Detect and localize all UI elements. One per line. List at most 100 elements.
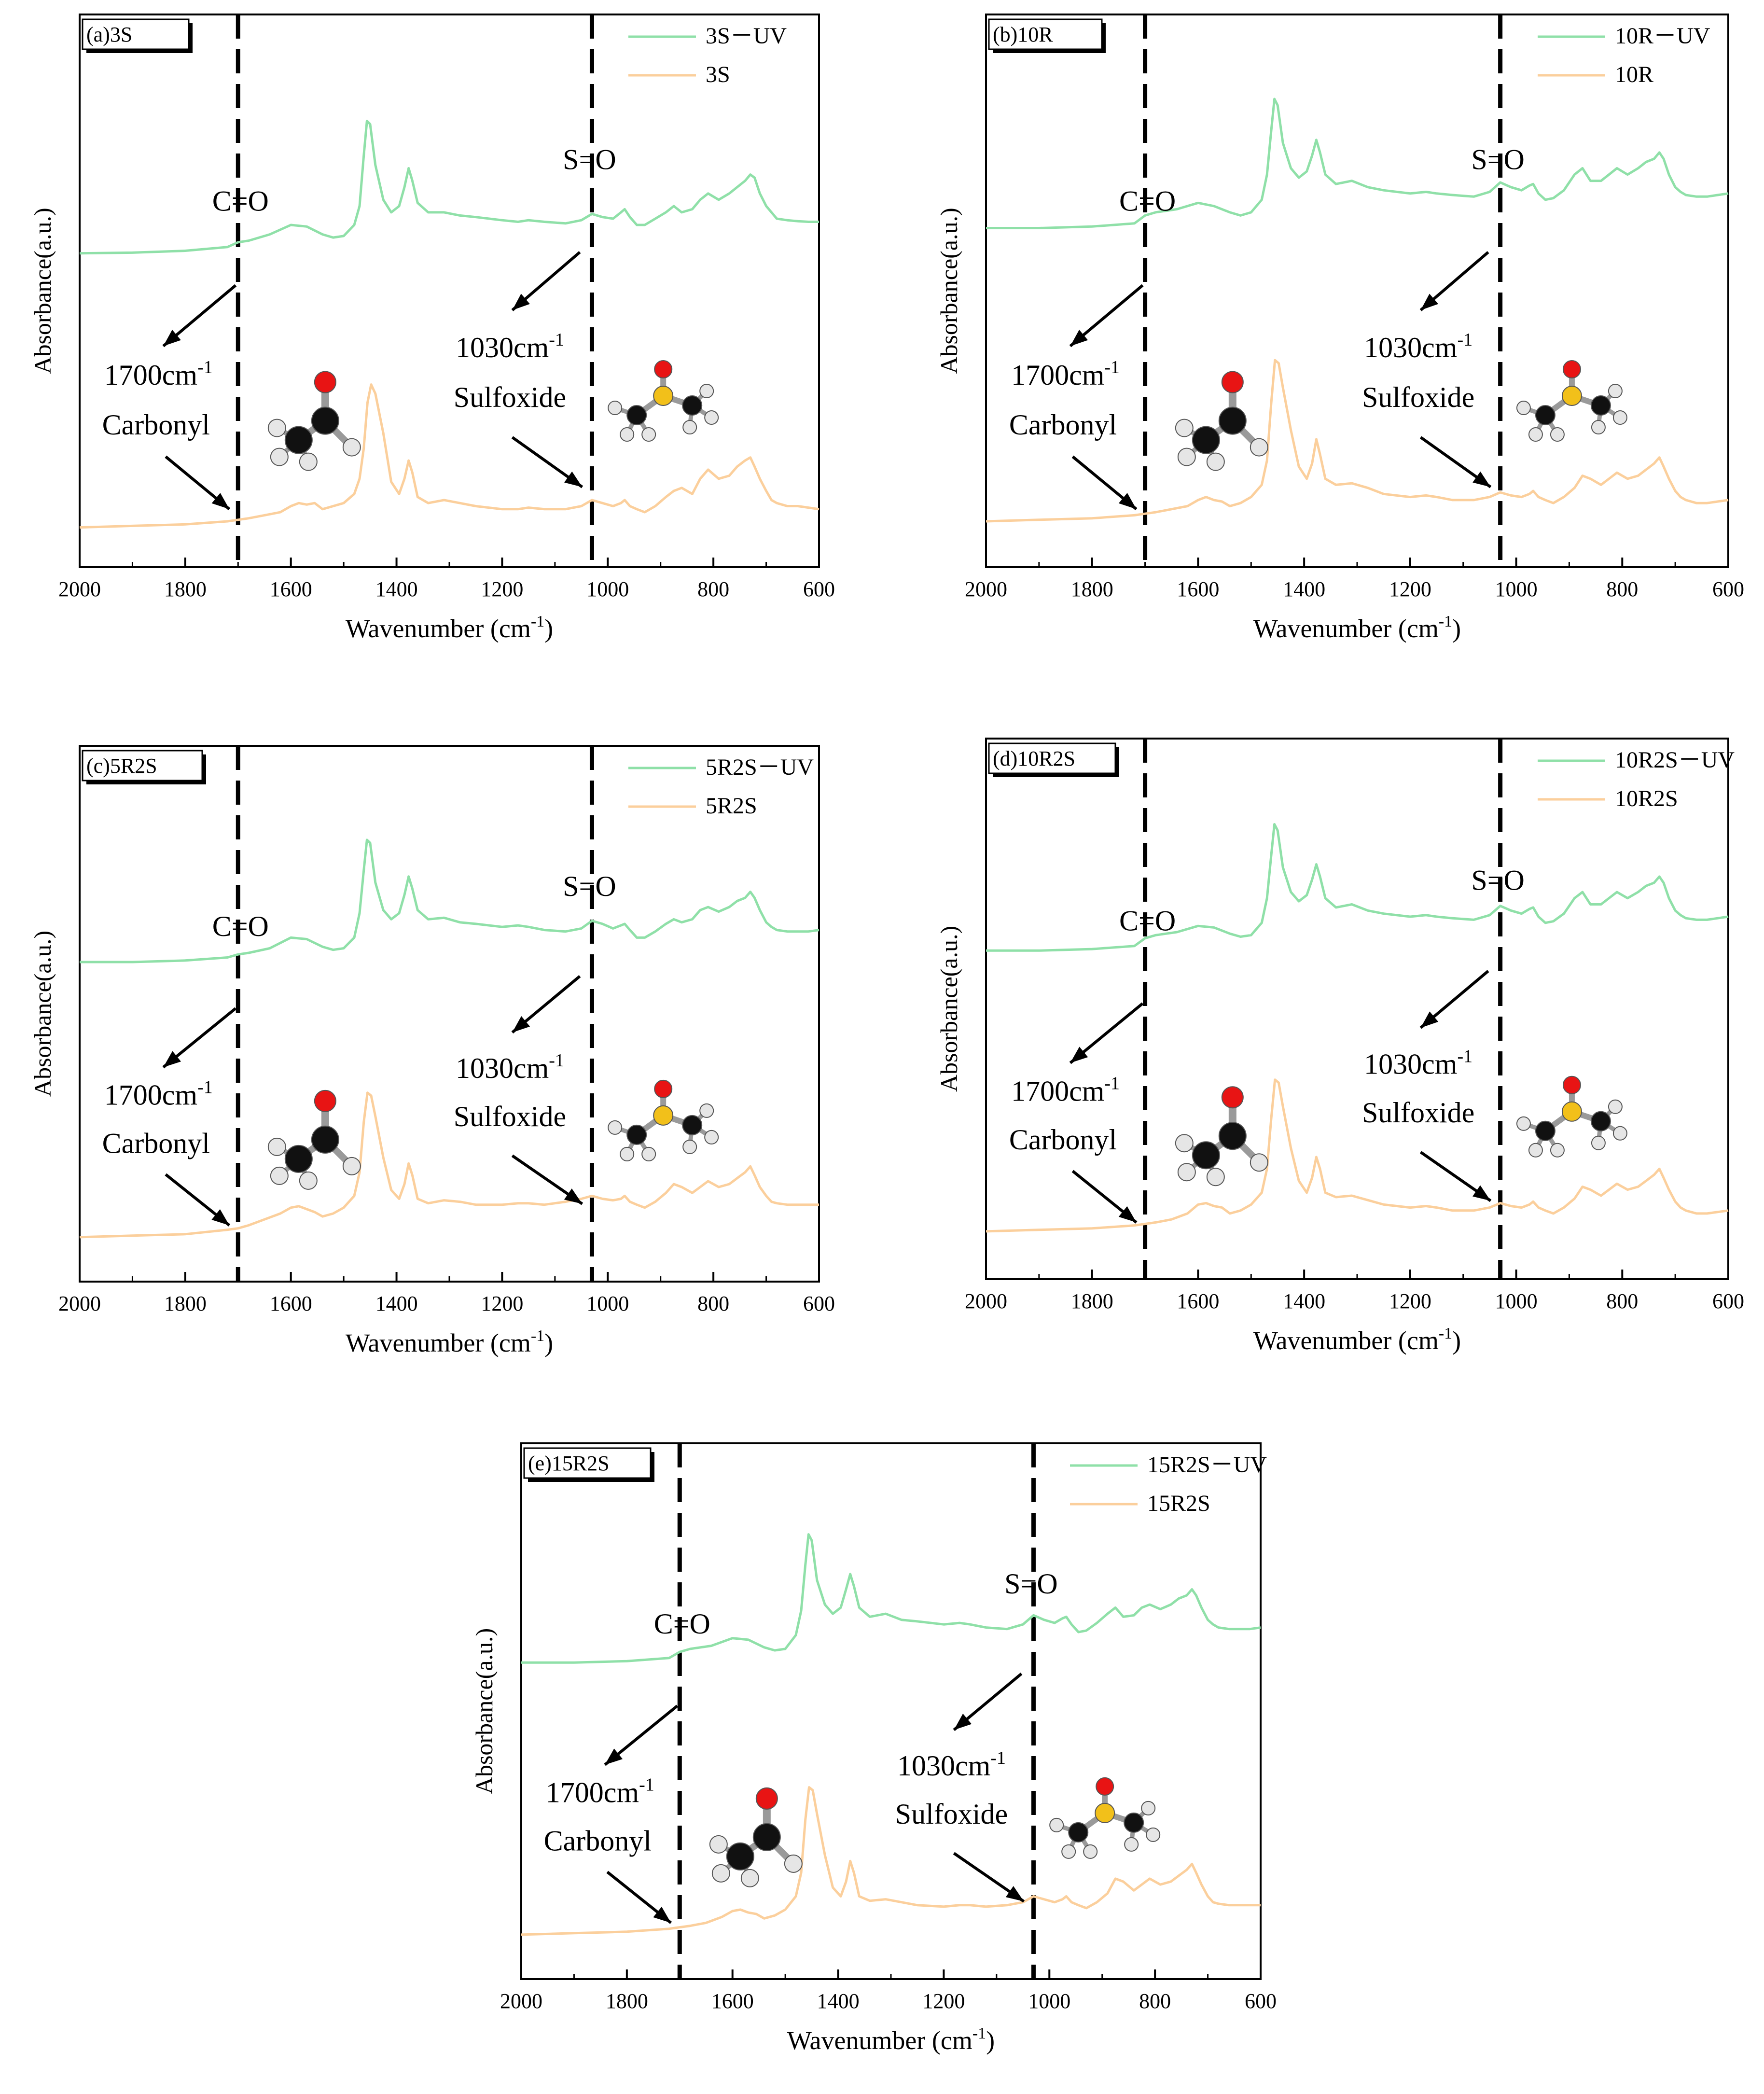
chart-panel-1: 2000 1800 1600 1400 1200 1000 800 600 Wavenumber… [29, 14, 835, 643]
carbonyl-wavenumber-label: 1700cm-1 [1011, 357, 1120, 391]
oxygen-atom-icon [1562, 1075, 1581, 1094]
carbonyl-name-label: Carbonyl [102, 409, 210, 441]
hydrogen-atom-icon [270, 1166, 289, 1185]
carbonyl-wavenumber-sup: -1 [197, 1077, 213, 1098]
arrow-head [1005, 1886, 1024, 1902]
x-tick-label: 1200 [1389, 577, 1431, 601]
x-axis-title-sup: -1 [972, 2024, 986, 2042]
hydrogen-atom-icon [711, 1864, 730, 1883]
carbonyl-wavenumber-main: 1700cm [1011, 359, 1104, 391]
panel-label: (d)10R2S [993, 747, 1075, 770]
x-tick-label: 1600 [270, 1292, 312, 1315]
carbon-atom-icon [1218, 406, 1247, 435]
hydrogen-atom-icon [342, 1157, 361, 1175]
x-tick-label: 2000 [58, 577, 101, 601]
carbonyl-molecule-icon [267, 1089, 361, 1190]
base-spectrum-line [79, 383, 819, 529]
hydrogen-atom-icon [1177, 447, 1196, 466]
x-axis-title: Wavenumber (cm-1) [787, 2024, 995, 2055]
carbonyl-wavenumber-main: 1700cm [104, 1079, 197, 1111]
carbon-atom-icon [626, 1124, 647, 1145]
sulfoxide-arrow [511, 975, 581, 1034]
hydrogen-atom-icon [1146, 1827, 1161, 1842]
x-axis-title: Wavenumber (cm-1) [346, 613, 553, 643]
chart-panel-3: 2000 1800 1600 1400 1200 1000 800 600 Wavenumber… [29, 745, 835, 1357]
hydrogen-atom-icon [1612, 410, 1627, 425]
hydrogen-atom-icon [1250, 1153, 1268, 1172]
sulfoxide-molecule-icon [1049, 1777, 1161, 1859]
sulfoxide-arrow-lower [511, 1154, 583, 1205]
hydrogen-atom-icon [1591, 420, 1606, 435]
x-tick-label: 2000 [965, 1289, 1007, 1313]
sulfoxide-molecule-icon [608, 1079, 719, 1161]
x-axis-title-main: Wavenumber (cm [346, 614, 531, 643]
y-axis-title: Absorbance(a.u.) [935, 926, 962, 1092]
x-axis-title-end: ) [1452, 614, 1461, 643]
x-tick-label: 1800 [606, 1989, 648, 2013]
hydrogen-atom-icon [704, 410, 719, 425]
base-spectrum-line [79, 1091, 819, 1239]
carbon-atom-icon [752, 1823, 781, 1851]
sulfoxide-arrow-lower [953, 1852, 1025, 1903]
panel-label-box [82, 18, 190, 50]
sulfoxide-arrow [953, 1672, 1023, 1731]
panel-label: (e)15R2S [528, 1452, 610, 1475]
x-tick-label: 800 [1606, 577, 1638, 601]
sulfoxide-name-label: Sulfoxide [454, 381, 566, 413]
sulfoxide-wavenumber-main: 1030cm [1364, 332, 1457, 363]
x-tick-label: 1000 [586, 577, 629, 601]
hydrogen-atom-icon [1608, 384, 1623, 399]
x-tick-label: 600 [1245, 1989, 1277, 2013]
carbon-atom-icon [311, 1125, 339, 1154]
carbonyl-bond-label: C=O [1119, 905, 1176, 937]
carbonyl-bond-label: C=O [212, 910, 269, 942]
x-tick-label: 1800 [164, 1292, 207, 1315]
oxygen-atom-icon [1562, 360, 1581, 379]
carbonyl-name-label: Carbonyl [544, 1825, 652, 1857]
x-tick-label: 800 [697, 577, 729, 601]
arrow-head [1420, 293, 1439, 310]
arrow-head [653, 1907, 671, 1923]
hydrogen-atom-icon [1124, 1837, 1139, 1852]
oxygen-atom-icon [314, 1089, 336, 1112]
carbon-atom-icon [1535, 1120, 1556, 1141]
sulfoxide-wavenumber-main: 1030cm [1364, 1048, 1457, 1080]
sulfur-atom-icon [653, 386, 674, 406]
carbon-atom-icon [1124, 1812, 1144, 1833]
x-axis-title-sup: -1 [1439, 613, 1452, 630]
oxygen-atom-icon [654, 360, 673, 379]
sulfur-atom-icon [1561, 386, 1582, 406]
hydrogen-atom-icon [1141, 1801, 1156, 1815]
hydrogen-atom-icon [1206, 452, 1225, 471]
sulfur-atom-icon [1561, 1101, 1582, 1122]
arrow-head [1420, 1011, 1439, 1028]
sulfoxide-wavenumber-main: 1030cm [456, 1052, 549, 1084]
x-axis-title-end: ) [544, 1328, 553, 1357]
hydrogen-atom-icon [641, 427, 656, 442]
legend-label: 3S－UV [706, 23, 787, 49]
carbonyl-arrow-lower [165, 455, 231, 511]
legend-label: 15R2S－UV [1147, 1452, 1267, 1478]
sulfoxide-name-label: Sulfoxide [895, 1798, 1008, 1830]
carbonyl-arrow-lower [165, 1173, 231, 1227]
carbonyl-wavenumber-sup: -1 [1104, 357, 1120, 377]
y-axis-title: Absorbance(a.u.) [471, 1628, 498, 1794]
carbonyl-wavenumber-main: 1700cm [1011, 1075, 1104, 1107]
carbonyl-arrow-lower [1071, 455, 1138, 511]
hydrogen-atom-icon [641, 1146, 656, 1161]
x-tick-label: 1600 [270, 577, 312, 601]
x-tick-label: 1000 [1495, 1289, 1538, 1313]
panel-label: (a)3S [86, 23, 132, 46]
x-axis-title-main: Wavenumber (cm [787, 2026, 972, 2055]
hydrogen-atom-icon [1591, 1135, 1606, 1150]
x-tick-label: 1000 [586, 1292, 629, 1315]
uv-spectrum-line [521, 1533, 1261, 1664]
carbon-atom-icon [284, 426, 313, 454]
carbonyl-bond-label: C=O [1119, 185, 1176, 217]
hydrogen-atom-icon [267, 419, 286, 437]
hydrogen-atom-icon [1516, 1116, 1531, 1131]
sulfoxide-name-label: Sulfoxide [454, 1101, 566, 1132]
carbon-atom-icon [682, 395, 703, 416]
hydrogen-atom-icon [342, 438, 361, 457]
hydrogen-atom-icon [1175, 419, 1194, 437]
